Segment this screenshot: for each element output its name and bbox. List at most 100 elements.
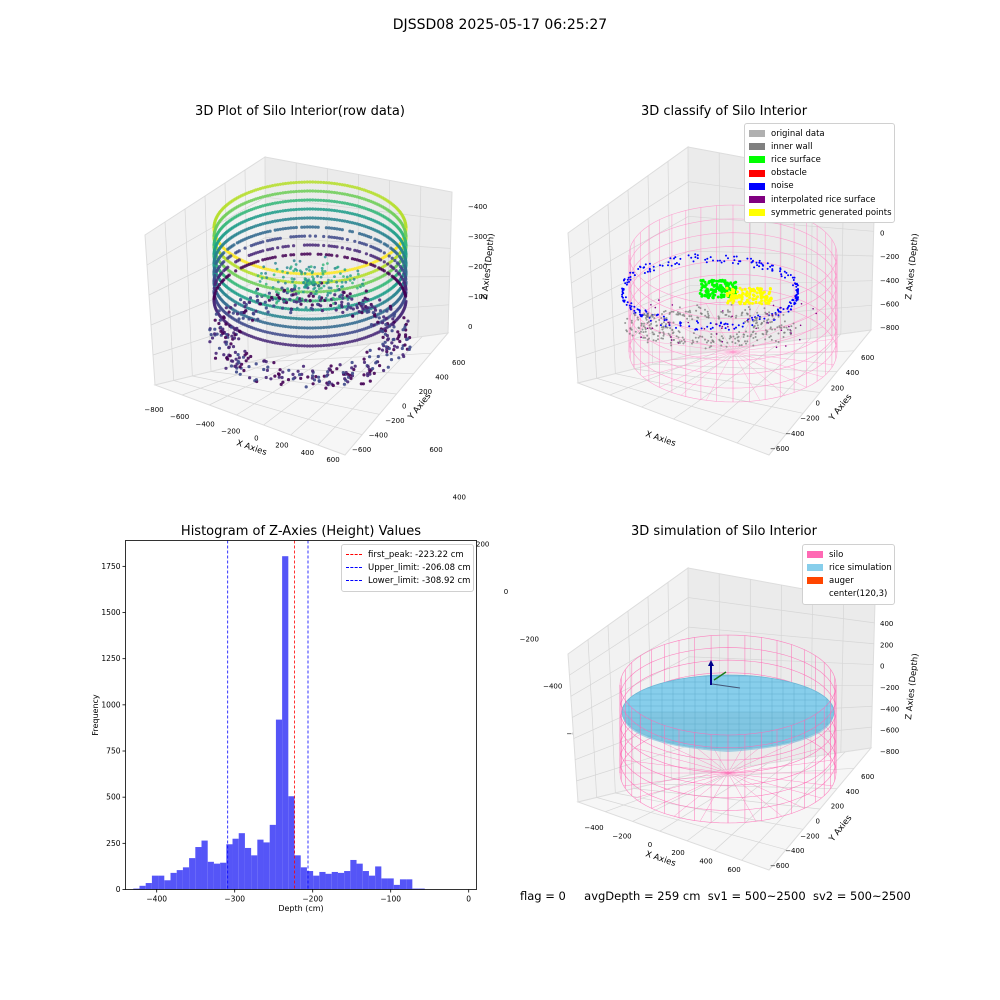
scatter-point: [398, 268, 402, 273]
scatter-point: [221, 225, 225, 229]
noise-point: [795, 282, 798, 285]
scatter-point: [268, 277, 272, 281]
scatter-point: [381, 328, 385, 332]
scatter-point: [353, 221, 357, 225]
scatter-point: [311, 180, 315, 184]
scatter-point: [401, 252, 406, 256]
noise-point: [723, 323, 726, 326]
scatter-point: [400, 346, 404, 351]
scatter-point: [393, 310, 397, 315]
wall-point: [651, 314, 654, 317]
symmetric-point: [745, 298, 749, 302]
scatter-point: [234, 197, 238, 201]
rice-point: [698, 291, 702, 295]
wall-point: [708, 346, 711, 349]
scatter-point: [217, 230, 221, 234]
scatter-point: [371, 191, 375, 195]
scatter-point: [400, 293, 404, 297]
noise-point: [761, 268, 764, 271]
scatter-point: [350, 360, 354, 365]
scatter-point: [245, 315, 249, 319]
scatter-point: [213, 332, 217, 336]
noise-point: [687, 254, 690, 257]
scatter-point: [229, 315, 233, 319]
scatter-point: [389, 251, 393, 255]
scatter-point: [215, 214, 219, 218]
scatter-point: [397, 254, 402, 258]
scatter-point: [311, 374, 315, 378]
scatter-point: [341, 290, 345, 294]
plot4-left-pane: [567, 567, 691, 803]
scatter-point: [403, 234, 407, 238]
scatter-point: [348, 277, 352, 281]
rice-point: [702, 284, 706, 288]
scatter-point: [353, 257, 357, 261]
scatter-point: [294, 263, 298, 266]
scatter-point: [324, 316, 328, 320]
scatter-point: [340, 293, 344, 297]
scatter-point: [213, 288, 217, 292]
scatter-point: [219, 333, 223, 337]
scatter-point: [286, 199, 290, 203]
scatter-point: [215, 283, 219, 287]
scatter-point: [266, 248, 270, 252]
scatter-point: [403, 343, 407, 347]
scatter-point: [338, 295, 342, 299]
x-tick-label: −100: [380, 895, 401, 904]
grid-line: [152, 317, 267, 356]
scatter-point: [299, 376, 303, 380]
scatter-point: [396, 262, 400, 266]
legend-swatch: [749, 196, 765, 204]
scatter-point: [384, 317, 388, 321]
scatter-point: [266, 303, 270, 307]
scatter-point: [393, 213, 397, 218]
scatter-point: [311, 243, 315, 247]
scatter-point: [212, 241, 216, 245]
scatter-point: [258, 292, 262, 296]
rice-point: [718, 279, 722, 283]
scatter-point: [258, 337, 262, 341]
scatter-point: [218, 282, 222, 287]
noise-point: [720, 321, 722, 324]
scatter-point: [286, 298, 290, 302]
scatter-point: [360, 311, 364, 315]
scatter-point: [403, 259, 407, 264]
wall-point: [689, 311, 692, 314]
scatter-point: [345, 307, 349, 311]
scatter-point: [382, 224, 386, 228]
scatter-point: [284, 281, 287, 285]
scatter-point: [224, 321, 228, 325]
scatter-point: [227, 345, 231, 349]
scatter-point: [343, 305, 347, 309]
symmetric-point: [730, 293, 734, 297]
scatter-point: [281, 370, 285, 374]
scatter-point: [306, 286, 310, 290]
scatter-point: [364, 290, 368, 294]
wall-point: [637, 318, 640, 321]
scatter-point: [381, 292, 385, 296]
scatter-point: [392, 303, 396, 307]
scatter-point: [335, 306, 339, 310]
wall-point: [757, 327, 760, 329]
scatter-point: [214, 271, 218, 275]
symmetric-point: [751, 298, 755, 302]
rice-point: [705, 288, 709, 292]
scatter-point: [247, 307, 251, 311]
scatter-point: [254, 309, 258, 313]
scatter-point: [404, 226, 408, 230]
scatter-point: [229, 236, 233, 240]
scatter-point: [258, 265, 262, 269]
histogram-ticks: −400 −300 −200 −100 002505007501000125015001…: [101, 562, 471, 904]
scatter-point: [369, 280, 373, 284]
scatter-point: [276, 269, 280, 273]
scatter-point: [320, 296, 324, 300]
scatter-point: [248, 300, 252, 305]
scatter-point: [212, 277, 216, 281]
scatter-point: [392, 312, 396, 316]
scatter-point: [393, 204, 397, 209]
scatter-point: [224, 249, 228, 253]
scatter-point: [229, 200, 233, 204]
scatter-point: [340, 341, 344, 345]
scatter-point: [379, 266, 383, 270]
scatter-point: [340, 296, 344, 300]
